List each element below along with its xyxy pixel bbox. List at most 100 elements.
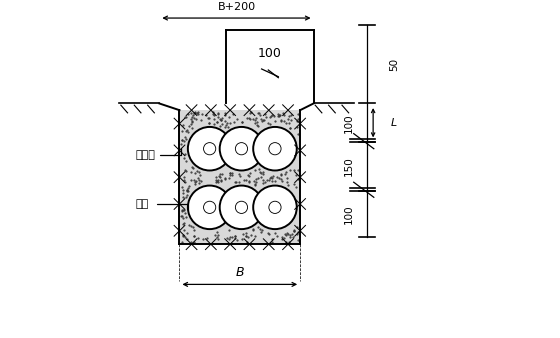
Text: 50: 50: [389, 57, 399, 71]
Point: [257, 230, 266, 235]
Point: [266, 175, 275, 180]
Point: [203, 115, 212, 121]
Circle shape: [269, 143, 281, 155]
Point: [209, 121, 218, 126]
Point: [263, 231, 272, 236]
Point: [258, 227, 267, 233]
Point: [183, 188, 192, 193]
Point: [286, 125, 295, 131]
Circle shape: [235, 143, 248, 155]
Point: [250, 181, 259, 187]
Point: [214, 111, 223, 117]
Point: [279, 236, 288, 241]
Point: [231, 235, 240, 241]
Point: [179, 122, 188, 128]
Point: [179, 215, 188, 221]
Point: [223, 124, 232, 129]
Point: [276, 112, 284, 118]
Point: [267, 175, 276, 180]
Circle shape: [203, 143, 216, 155]
Point: [237, 236, 246, 242]
Point: [250, 179, 259, 184]
Point: [196, 118, 205, 123]
Point: [245, 116, 254, 122]
Point: [227, 235, 236, 240]
Point: [181, 158, 190, 164]
Point: [245, 110, 254, 115]
Circle shape: [235, 201, 248, 213]
Point: [292, 224, 301, 230]
Point: [281, 232, 290, 237]
Point: [189, 233, 198, 238]
Point: [179, 233, 188, 238]
Point: [188, 115, 197, 120]
Point: [180, 167, 189, 173]
Text: B: B: [236, 266, 244, 279]
Point: [209, 113, 218, 118]
Point: [186, 223, 195, 229]
Text: 150: 150: [344, 156, 354, 176]
Point: [267, 112, 276, 117]
Point: [246, 170, 255, 175]
Point: [268, 239, 277, 244]
Point: [217, 117, 226, 123]
Point: [254, 166, 263, 172]
Point: [243, 234, 252, 239]
Point: [194, 235, 203, 241]
Point: [213, 114, 222, 119]
Point: [189, 165, 198, 171]
Circle shape: [253, 127, 297, 170]
Point: [190, 110, 199, 116]
Point: [275, 112, 284, 118]
Point: [226, 170, 235, 176]
Point: [277, 117, 286, 123]
Point: [193, 168, 202, 173]
Point: [247, 110, 256, 115]
Point: [216, 178, 225, 184]
Bar: [180, 110, 300, 244]
Point: [273, 111, 282, 117]
Point: [178, 239, 186, 244]
Point: [180, 151, 189, 156]
Point: [195, 169, 204, 175]
Point: [216, 175, 225, 180]
Point: [194, 177, 203, 183]
Point: [231, 179, 240, 185]
Point: [253, 119, 262, 124]
Point: [231, 233, 240, 239]
Point: [293, 232, 302, 237]
Point: [294, 238, 303, 243]
Point: [189, 224, 198, 230]
Point: [242, 231, 251, 236]
Point: [189, 240, 198, 245]
Point: [214, 174, 223, 179]
Point: [285, 168, 294, 173]
Text: B+200: B+200: [217, 2, 255, 12]
Point: [277, 234, 286, 239]
Circle shape: [188, 127, 231, 170]
Point: [245, 173, 254, 179]
Point: [237, 119, 246, 124]
Point: [179, 155, 188, 161]
Point: [287, 118, 296, 123]
Point: [179, 220, 188, 225]
Point: [231, 233, 240, 239]
Point: [278, 179, 287, 184]
Point: [259, 118, 268, 123]
Circle shape: [188, 186, 231, 229]
Point: [258, 118, 267, 124]
Point: [232, 237, 241, 243]
Point: [188, 118, 197, 124]
Point: [283, 116, 292, 121]
Point: [249, 227, 258, 232]
Point: [286, 234, 295, 239]
Point: [183, 237, 192, 242]
Point: [286, 232, 295, 237]
Point: [179, 190, 188, 195]
Point: [239, 231, 248, 237]
Point: [255, 170, 264, 175]
Point: [183, 127, 192, 132]
Point: [242, 234, 251, 239]
Point: [246, 233, 255, 238]
Point: [249, 227, 258, 232]
